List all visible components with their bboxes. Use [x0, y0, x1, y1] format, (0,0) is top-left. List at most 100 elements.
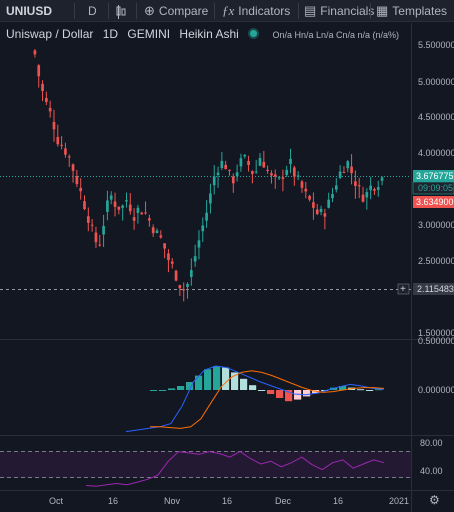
candle-body: [125, 200, 128, 202]
candle-body: [86, 216, 90, 223]
candle-body: [151, 227, 155, 234]
financials-icon: ▤: [304, 3, 317, 18]
candle-body: [79, 187, 83, 192]
candle-body: [189, 270, 193, 277]
candle-body: [327, 199, 331, 208]
toolbar-divider: [108, 3, 109, 19]
time-tick: 16: [108, 496, 118, 506]
macd-histogram-bar: [168, 388, 176, 390]
financials-button[interactable]: ▤ Financials: [304, 0, 374, 22]
price-axis[interactable]: 5.500000 5.000000 4.500000 4.000000 3.00…: [418, 40, 454, 338]
rsi-band: [0, 451, 411, 478]
candle-body: [228, 169, 231, 171]
candle-body: [315, 209, 319, 215]
macd-histogram-bar: [177, 386, 185, 390]
price-tick: 5.500000: [418, 40, 454, 50]
candle-body: [224, 164, 228, 170]
candle-body: [102, 225, 105, 235]
candle-body: [83, 201, 86, 210]
rsi-line: [85, 451, 385, 487]
legend-exchange: GEMINI: [127, 27, 171, 41]
candle-body: [323, 213, 327, 217]
candle-body: [300, 181, 304, 188]
time-tick: Dec: [275, 496, 292, 506]
candle-body: [277, 177, 281, 179]
symbol-search[interactable]: UNIUSD: [6, 4, 53, 18]
macd-histogram-bar: [375, 389, 383, 391]
interval-button[interactable]: D: [88, 4, 97, 18]
toolbar-divider: [214, 3, 215, 19]
chart-style-button[interactable]: [116, 0, 126, 22]
compare-button[interactable]: ⊕ Compare: [144, 0, 208, 22]
candle-body: [216, 172, 220, 176]
candle-body: [373, 189, 376, 191]
candle-body: [273, 174, 277, 177]
candle-body: [109, 195, 113, 200]
candle-body: [60, 144, 63, 146]
macd-histogram-bar: [303, 390, 311, 397]
candle-body: [209, 193, 212, 204]
candle-body: [75, 176, 79, 185]
candle-body: [212, 176, 216, 186]
macd-histogram-bar: [186, 382, 194, 390]
candle-body: [48, 107, 52, 112]
legend-chart-style: Heikin Ashi: [179, 27, 239, 41]
macd-line: [125, 365, 385, 433]
candle-body: [163, 243, 166, 249]
time-axis[interactable]: Oct 16 Nov 16 Dec 16 2021: [49, 496, 409, 506]
templates-label: Templates: [392, 4, 447, 18]
macd-histogram-bar: [357, 389, 365, 391]
candle-body: [128, 204, 132, 212]
candle-body: [266, 169, 269, 171]
candle-body: [334, 185, 338, 190]
candle-body: [361, 194, 365, 202]
settings-gear-icon[interactable]: ⚙: [429, 493, 440, 507]
candle-body: [94, 232, 98, 243]
candle-body: [239, 158, 243, 167]
candle-body: [243, 155, 247, 157]
candles-icon: [116, 4, 126, 19]
toolbar-divider: [74, 3, 75, 19]
candle-body: [144, 212, 147, 214]
candle-body: [182, 289, 186, 291]
candle-body: [106, 200, 109, 212]
legend-interval: 1D: [102, 27, 119, 41]
candle-body: [220, 160, 224, 168]
add-alert-button[interactable]: [397, 283, 410, 295]
candles-group: [33, 48, 384, 302]
candle-body: [186, 283, 189, 288]
candle-body: [331, 194, 334, 199]
macd-histogram-bar: [222, 367, 230, 390]
templates-button[interactable]: ▦ Templates: [376, 0, 447, 22]
indicators-button[interactable]: ƒx Indicators: [222, 0, 290, 22]
toolbar-divider: [370, 3, 371, 19]
price-tick: 4.000000: [418, 148, 454, 158]
last-price-label: 3.676775: [416, 171, 454, 181]
macd-group: [125, 365, 385, 433]
price-tick: 4.500000: [418, 112, 454, 122]
grid-icon: ▦: [376, 3, 389, 18]
rsi-tick: 40.00: [420, 466, 443, 476]
candle-body: [304, 188, 308, 192]
legend-title[interactable]: Uniswap / Dollar: [6, 27, 94, 41]
macd-histogram-bar: [249, 385, 257, 390]
low-price-label-bg: [413, 196, 454, 208]
function-icon: ƒx: [222, 3, 235, 18]
candle-body: [376, 187, 380, 190]
low-price-label: 3.634900: [416, 197, 454, 207]
toolbar-divider: [136, 3, 137, 19]
candle-body: [159, 235, 163, 238]
macd-histogram-bar: [267, 390, 275, 394]
candle-body: [354, 181, 357, 186]
crosshair-price-label: 2.115483: [417, 284, 454, 294]
macd-histogram-bar: [213, 366, 221, 390]
macd-tick: 0.000000: [418, 385, 454, 395]
candle-body: [231, 176, 235, 184]
macd-histogram-bar: [285, 390, 293, 402]
candle-body: [197, 240, 201, 248]
price-tick: 5.000000: [418, 77, 454, 87]
price-tick: 2.500000: [418, 256, 454, 266]
rsi-group: [85, 451, 385, 487]
time-tick: 2021: [389, 496, 409, 506]
